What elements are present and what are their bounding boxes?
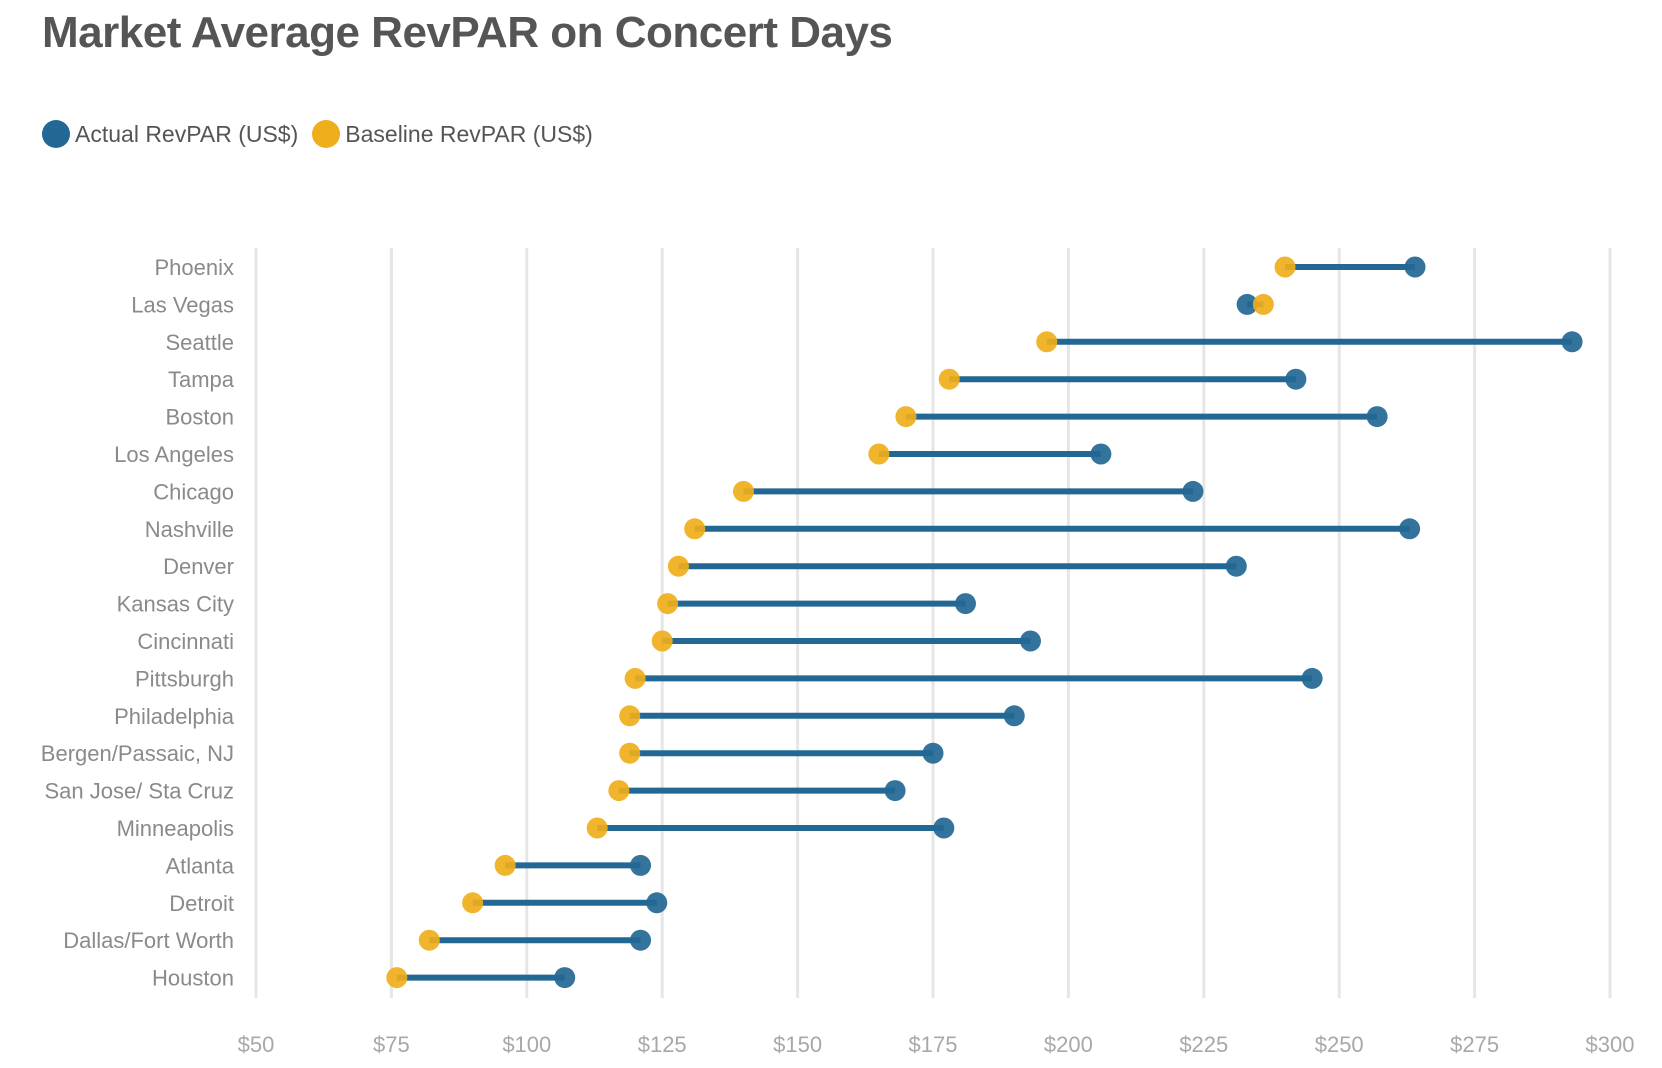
category-label: Pittsburgh <box>135 666 234 691</box>
baseline-point <box>684 518 706 540</box>
x-tick-label: $125 <box>638 1032 687 1057</box>
legend-swatch-baseline <box>312 120 341 148</box>
x-tick-label: $250 <box>1315 1032 1364 1057</box>
x-tick-label: $150 <box>773 1032 822 1057</box>
category-label: Nashville <box>145 517 234 542</box>
chart-title: Market Average RevPAR on Concert Days <box>42 8 893 57</box>
baseline-point <box>619 705 641 727</box>
baseline-point <box>938 368 960 390</box>
category-label: Denver <box>163 554 234 579</box>
baseline-point <box>868 443 890 465</box>
actual-point <box>1399 518 1421 540</box>
baseline-point <box>386 967 408 989</box>
baseline-point <box>732 480 754 502</box>
actual-point <box>1366 406 1388 428</box>
actual-point <box>1404 256 1426 278</box>
x-tick-label: $225 <box>1179 1032 1228 1057</box>
actual-point <box>646 892 668 914</box>
baseline-point <box>586 817 608 839</box>
legend-swatch-actual <box>42 120 70 148</box>
x-tick-label: $175 <box>909 1032 958 1057</box>
legend-item-actual: Actual RevPAR (US$) <box>42 120 298 148</box>
baseline-point <box>1252 293 1274 315</box>
category-label: Seattle <box>166 330 235 355</box>
actual-point <box>1285 368 1307 390</box>
actual-point <box>554 967 576 989</box>
x-tick-label: $75 <box>373 1032 410 1057</box>
category-label: Phoenix <box>154 255 234 280</box>
grid-lines <box>254 248 1612 998</box>
category-label: Minneapolis <box>117 816 234 841</box>
category-label: Chicago <box>153 479 234 504</box>
category-label: Atlanta <box>166 853 235 878</box>
x-tick-label: $275 <box>1450 1032 1499 1057</box>
baseline-point <box>657 593 679 615</box>
category-label: Kansas City <box>117 592 234 617</box>
x-tick-label: $200 <box>1044 1032 1093 1057</box>
baseline-point <box>1036 331 1058 353</box>
actual-point <box>1225 555 1247 577</box>
category-labels: Phoenix Las Vegas Seattle Tampa Boston Los An… <box>41 255 235 991</box>
category-label: Las Vegas <box>131 292 234 317</box>
category-label: San Jose/ Sta Cruz <box>44 779 234 804</box>
category-label: Boston <box>166 405 235 430</box>
actual-point <box>630 929 652 951</box>
category-label: Philadelphia <box>114 704 235 729</box>
actual-point <box>630 854 652 876</box>
actual-point <box>933 817 955 839</box>
baseline-point <box>1274 256 1296 278</box>
legend-item-baseline: Baseline RevPAR (US$) <box>312 120 593 148</box>
category-label: Dallas/Fort Worth <box>63 928 234 953</box>
category-label: Detroit <box>169 891 234 916</box>
category-label: Cincinnati <box>137 629 234 654</box>
x-axis-ticks: $50 $75 $100 $125 $150 $175 $200 $225 $250 $275 $3… <box>238 1032 1635 1057</box>
baseline-point <box>494 854 516 876</box>
actual-point <box>884 780 906 802</box>
baseline-point <box>462 892 484 914</box>
category-label: Bergen/Passaic, NJ <box>41 741 234 766</box>
x-tick-label: $50 <box>238 1032 275 1057</box>
actual-point <box>1301 667 1323 689</box>
actual-point <box>1019 630 1041 652</box>
actual-point <box>1236 293 1258 315</box>
actual-point <box>1003 705 1025 727</box>
actual-point <box>1090 443 1112 465</box>
category-label: Tampa <box>168 367 235 392</box>
x-tick-label: $100 <box>502 1032 551 1057</box>
baseline-point <box>651 630 673 652</box>
baseline-point <box>667 555 689 577</box>
baseline-point <box>624 667 646 689</box>
legend: Actual RevPAR (US$) Baseline RevPAR (US$… <box>42 120 607 148</box>
baseline-point <box>608 780 630 802</box>
baseline-point <box>895 406 917 428</box>
x-tick-label: $300 <box>1586 1032 1635 1057</box>
actual-point <box>1561 331 1583 353</box>
actual-point <box>1182 480 1204 502</box>
category-label: Los Angeles <box>114 442 234 467</box>
actual-point <box>954 593 976 615</box>
chart-marks <box>386 256 1583 989</box>
category-label: Houston <box>152 966 234 991</box>
legend-label-baseline: Baseline RevPAR (US$) <box>345 120 593 147</box>
baseline-point <box>619 742 641 764</box>
baseline-point <box>418 929 440 951</box>
legend-label-actual: Actual RevPAR (US$) <box>75 120 299 147</box>
actual-point <box>922 742 944 764</box>
